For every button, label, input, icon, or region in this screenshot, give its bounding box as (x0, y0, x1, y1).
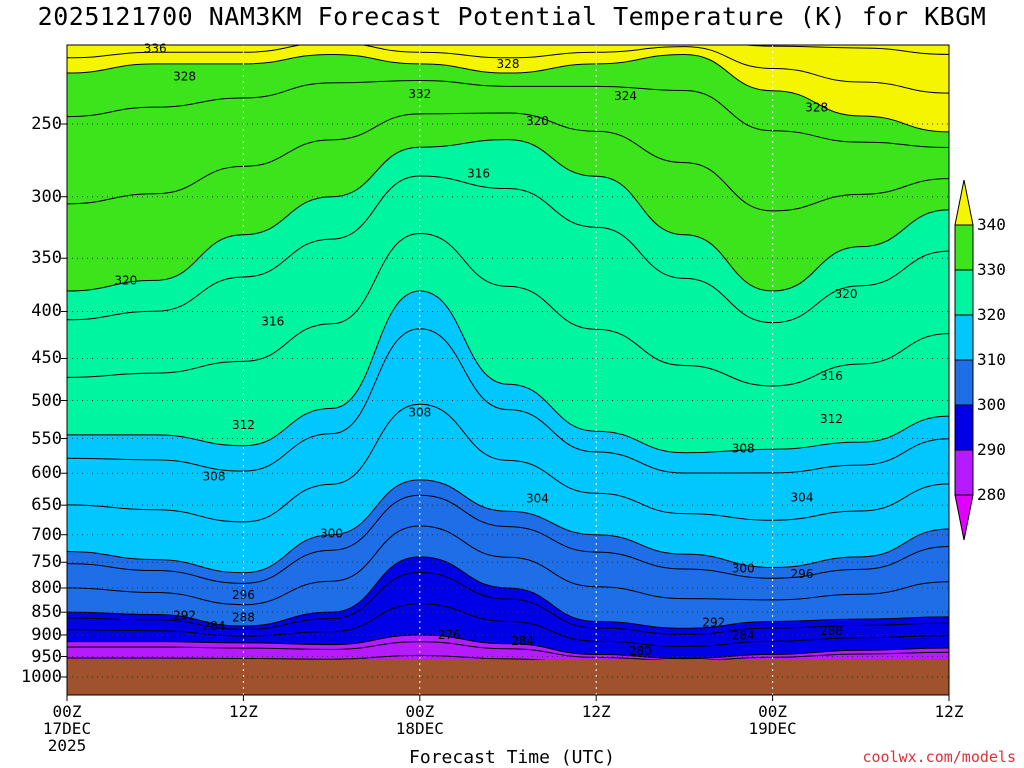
contour-label: 312 (820, 412, 843, 426)
colorbar-segment (954, 314, 974, 361)
contour-label: 312 (232, 418, 255, 432)
x-tick-label: 00Z (405, 702, 435, 721)
contour-label: 304 (791, 491, 814, 505)
contour-label: 336 (144, 42, 167, 56)
colorbar-label: 290 (977, 440, 1006, 459)
isentrope-324 (67, 112, 949, 212)
y-tick-label: 250 (31, 114, 62, 134)
contour-label: 280 (629, 644, 652, 658)
potential-temperature-bands (67, 45, 949, 695)
x-tick-label: 00Z (52, 702, 82, 721)
isentrope-334 (67, 45, 949, 94)
x-tick-label: 12Z (934, 702, 964, 721)
colorbar-segment (954, 224, 974, 271)
contour-label: 296 (232, 588, 255, 602)
contour-label: 292 (702, 615, 725, 629)
y-tick-label: 400 (31, 301, 62, 322)
y-tick-label: 450 (31, 348, 62, 369)
isentrope-294 (67, 525, 949, 606)
x-tick-label: 00Z (758, 702, 788, 721)
isentrope-330 (67, 53, 949, 133)
isentrope-314 (67, 233, 949, 387)
y-tick-label: 550 (31, 428, 62, 449)
y-tick-label: 500 (31, 390, 62, 411)
y-tick-label: 800 (31, 577, 62, 598)
colorbar-label: 310 (977, 350, 1006, 369)
x-tick-label: 2025 (47, 736, 87, 755)
contour-label: 316 (820, 369, 843, 383)
y-tick-label: 750 (31, 552, 62, 573)
colorbar-label: 330 (977, 260, 1006, 279)
contour-label: 328 (173, 70, 196, 84)
y-tick-label: 900 (31, 624, 62, 645)
contour-label: 300 (732, 562, 755, 576)
y-tick-label: 700 (31, 524, 62, 545)
contour-labels: 336 328 332 328 324 328 320 316 320 320 316 316 312 3… (114, 42, 857, 658)
colorbar-label: 320 (977, 305, 1006, 324)
y-tick-label: 600 (31, 463, 62, 484)
contour-label: 320 (114, 273, 137, 287)
isentrope-300 (67, 479, 949, 574)
isentrope-328 (67, 80, 949, 148)
contour-label: 284 (203, 619, 226, 633)
isentrope-318 (67, 175, 949, 324)
contour-label: 308 (203, 470, 226, 484)
isentrope-310 (67, 290, 949, 454)
colorbar-segment (954, 404, 974, 451)
x-tick-label: 19DEC (748, 719, 797, 738)
contour-label: 308 (732, 442, 755, 456)
plot-frame (66, 44, 950, 696)
contour-label: 308 (408, 405, 431, 419)
contour-label: 328 (497, 57, 520, 71)
contour-label: 276 (438, 628, 461, 642)
colorbar-arrow-top (954, 179, 974, 226)
contour-label: 300 (320, 527, 343, 541)
contour-label: 288 (232, 610, 255, 624)
colorbar-arrow-bottom (954, 494, 974, 541)
contour-label: 284 (511, 634, 534, 648)
isentrope-320 (67, 139, 949, 292)
colorbar-segment (954, 449, 974, 496)
y-tick-label: 1000 (21, 667, 62, 687)
chart-title: 2025121700 NAM3KM Forecast Potential Tem… (37, 2, 987, 31)
colorbar-segment (954, 359, 974, 406)
isentrope-304 (67, 403, 949, 523)
contour-label: 316 (261, 314, 284, 328)
x-tick-label: 17DEC (42, 719, 92, 738)
watermark: coolwx.com/models (862, 748, 1016, 766)
contour-label: 332 (408, 87, 431, 101)
contour-label: 324 (614, 89, 637, 103)
y-tick-label: 350 (31, 248, 62, 269)
axis-ticks (61, 123, 950, 701)
x-tick-label: 12Z (228, 702, 258, 721)
x-axis-title: Forecast Time (UTC) (409, 747, 615, 768)
isentrope-298 (67, 494, 949, 584)
contour-label: 288 (820, 624, 843, 638)
isentrope-280 (67, 634, 949, 660)
contour-label: 304 (526, 491, 549, 505)
isentrope-288 (67, 572, 949, 635)
contour-label: 292 (173, 608, 196, 622)
isentropes (67, 45, 949, 670)
isentrope-308 (67, 328, 949, 474)
contour-label: 320 (526, 114, 549, 128)
contour-label: 284 (732, 628, 755, 642)
y-tick-label: 650 (31, 495, 62, 516)
y-tick-label: 300 (31, 186, 62, 207)
colorbar-label: 300 (977, 395, 1006, 414)
contour-label: 296 (791, 567, 814, 581)
x-tick-label: 12Z (581, 702, 611, 721)
colorbar-label: 280 (977, 485, 1006, 504)
colorbar-segment (954, 269, 974, 316)
y-tick-label: 950 (31, 646, 62, 667)
contour-label: 316 (467, 166, 490, 180)
contour-label: 328 (805, 101, 828, 115)
contour-label: 320 (835, 287, 858, 301)
x-tick-label: 18DEC (395, 719, 444, 738)
colorbar-label: 340 (977, 215, 1006, 234)
y-tick-label: 850 (31, 602, 62, 623)
isentrope-338 (741, 45, 949, 55)
colorbar (954, 179, 974, 541)
